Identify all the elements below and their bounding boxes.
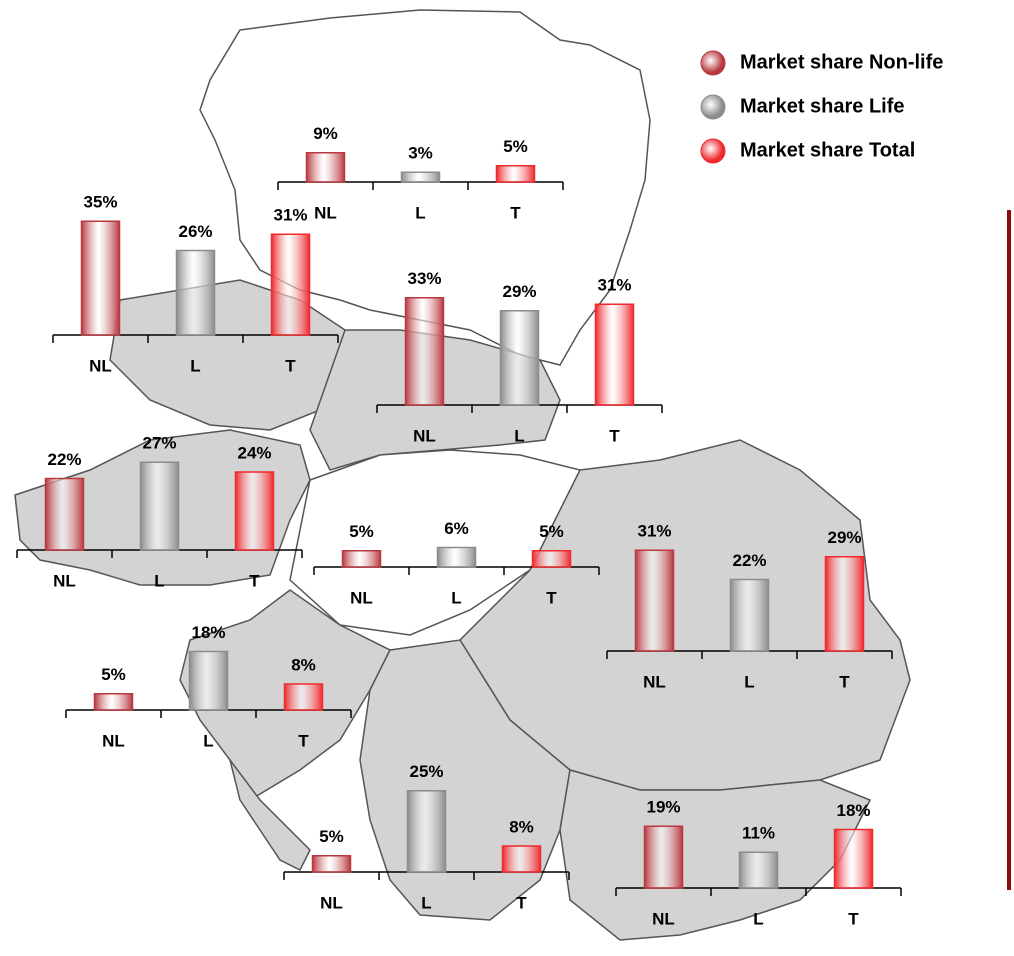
- value-label: 31%: [273, 206, 307, 225]
- bar: [311, 855, 352, 873]
- bar: [139, 461, 180, 551]
- category-label: T: [249, 571, 260, 590]
- value-label: 24%: [237, 443, 271, 462]
- category-label: T: [839, 672, 850, 691]
- bulgaria: [559, 769, 872, 941]
- bar: [833, 828, 874, 889]
- bar: [80, 220, 121, 336]
- category-label: NL: [53, 571, 76, 590]
- bar: [93, 693, 134, 711]
- value-label: 5%: [539, 522, 564, 541]
- legend-label: Market share Life: [740, 95, 905, 117]
- bar: [283, 683, 324, 711]
- bar: [270, 233, 311, 336]
- value-label: 18%: [191, 623, 225, 642]
- bar: [501, 845, 542, 873]
- legend-label: Market share Non-life: [740, 51, 943, 73]
- value-label: 5%: [349, 522, 374, 541]
- category-label: NL: [314, 203, 337, 222]
- value-label: 3%: [408, 144, 433, 163]
- bar: [594, 303, 635, 406]
- category-label: NL: [350, 588, 373, 607]
- category-label: L: [154, 571, 164, 590]
- value-label: 25%: [409, 762, 443, 781]
- category-label: T: [516, 893, 527, 912]
- category-label: T: [848, 909, 859, 928]
- value-label: 35%: [83, 193, 117, 212]
- category-label: T: [285, 356, 296, 375]
- value-label: 31%: [597, 276, 631, 295]
- value-label: 5%: [101, 665, 126, 684]
- bar: [499, 310, 540, 406]
- value-label: 6%: [444, 519, 469, 538]
- bar: [341, 550, 382, 568]
- bar: [531, 550, 572, 568]
- bar: [234, 471, 275, 551]
- category-label: NL: [102, 731, 125, 750]
- bar: [729, 578, 770, 652]
- value-label: 5%: [319, 827, 344, 846]
- bar: [436, 546, 477, 568]
- bar: [404, 297, 445, 406]
- value-label: 5%: [503, 137, 528, 156]
- category-label: T: [510, 203, 521, 222]
- category-label: L: [190, 356, 200, 375]
- category-label: L: [451, 588, 461, 607]
- value-label: 8%: [509, 817, 534, 836]
- legend-swatch: [700, 138, 726, 164]
- category-label: L: [421, 893, 431, 912]
- greece-coast: [229, 759, 311, 872]
- bar: [634, 549, 675, 652]
- bar: [305, 152, 346, 183]
- legend-swatch: [700, 50, 726, 76]
- category-label: NL: [413, 426, 436, 445]
- value-label: 33%: [407, 269, 441, 288]
- value-label: 26%: [178, 222, 212, 241]
- category-label: L: [514, 426, 524, 445]
- category-label: T: [546, 588, 557, 607]
- value-label: 27%: [142, 434, 176, 453]
- value-label: 18%: [836, 801, 870, 820]
- bar: [495, 165, 536, 183]
- value-label: 19%: [646, 798, 680, 817]
- category-label: NL: [89, 356, 112, 375]
- category-label: L: [203, 731, 213, 750]
- bar: [824, 556, 865, 652]
- value-label: 29%: [827, 528, 861, 547]
- category-label: T: [609, 426, 620, 445]
- category-label: L: [753, 909, 763, 928]
- legend-label: Market share Total: [740, 139, 915, 161]
- map-regions: [14, 9, 911, 941]
- category-label: NL: [643, 672, 666, 691]
- bar: [188, 650, 229, 711]
- category-label: NL: [652, 909, 675, 928]
- legend-swatch: [700, 94, 726, 120]
- category-label: NL: [320, 893, 343, 912]
- bar: [44, 477, 85, 551]
- category-label: L: [744, 672, 754, 691]
- value-label: 11%: [742, 824, 775, 843]
- bar: [400, 171, 441, 183]
- value-label: 31%: [637, 522, 671, 541]
- value-label: 29%: [502, 282, 536, 301]
- bar: [738, 851, 779, 889]
- value-label: 8%: [291, 655, 316, 674]
- bar: [406, 790, 447, 873]
- category-label: T: [298, 731, 309, 750]
- bar: [643, 825, 684, 889]
- category-label: L: [415, 203, 425, 222]
- bar: [175, 249, 216, 336]
- value-label: 22%: [732, 551, 766, 570]
- value-label: 22%: [47, 450, 81, 469]
- value-label: 9%: [313, 124, 338, 143]
